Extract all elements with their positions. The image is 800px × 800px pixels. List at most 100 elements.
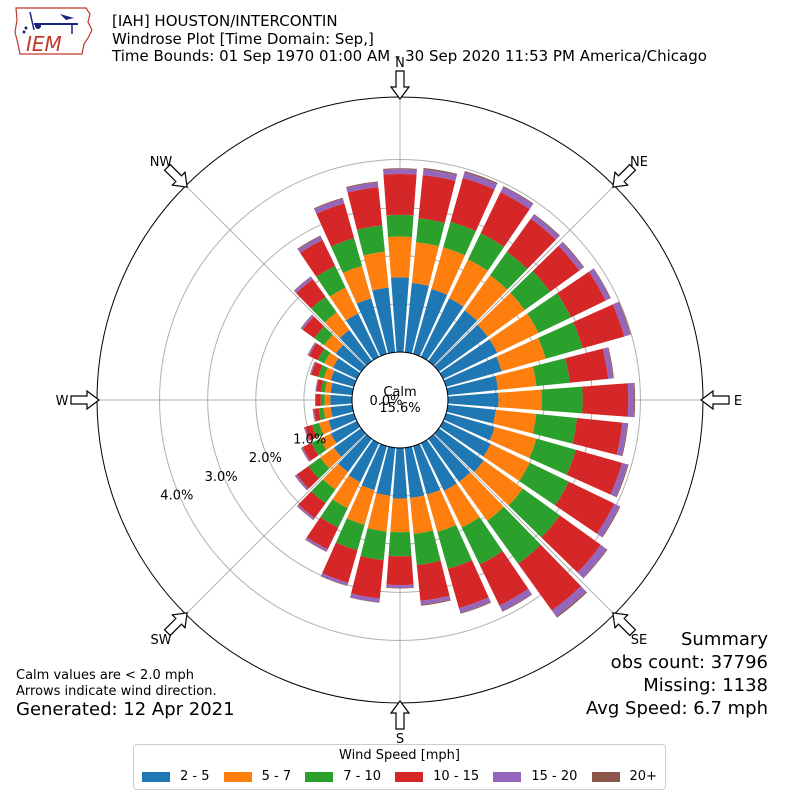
legend-label: 10 - 15	[433, 769, 480, 784]
bar-segment	[386, 587, 414, 589]
bar-segment	[349, 597, 380, 603]
bar-segment	[460, 601, 492, 614]
direction-label: E	[734, 394, 742, 409]
radial-tick-labels: 0.0% 1.0% 2.0% 3.0% 4.0%	[160, 394, 402, 504]
legend-swatch	[223, 771, 252, 782]
bar-segment	[431, 247, 466, 295]
grid-spoke	[185, 185, 367, 367]
bar-segment	[314, 326, 333, 346]
bar-segment	[306, 517, 339, 550]
bar-segment	[447, 560, 489, 609]
bar-segment	[621, 423, 629, 457]
bar-segment	[446, 375, 499, 396]
bar-segment	[541, 386, 583, 414]
bar-segment	[307, 342, 316, 356]
bar-segment	[320, 447, 342, 469]
bar-segment	[495, 366, 537, 391]
bar-segment	[305, 537, 328, 552]
direction-arrows	[70, 70, 730, 730]
legend-swatch	[493, 771, 522, 782]
bar-segment	[501, 593, 533, 612]
bar-segment	[508, 488, 560, 538]
direction-label: N	[395, 56, 405, 71]
bar-segment	[556, 591, 588, 618]
bar-segment	[420, 595, 451, 605]
bar-segment	[297, 504, 315, 520]
bar-segment	[329, 287, 359, 321]
bar-segment	[446, 404, 496, 424]
bar-segment	[518, 544, 582, 611]
windrose-bars	[293, 167, 636, 618]
calm-note: Calm values are < 2.0 mph	[16, 668, 195, 683]
bar-segment	[345, 313, 380, 361]
bar-segment	[305, 424, 317, 441]
bar-segment	[627, 382, 635, 418]
bar-segment	[320, 394, 325, 406]
bar-segment	[300, 314, 313, 329]
legend-label: 7 - 10	[343, 769, 382, 784]
bar-segment	[347, 187, 383, 230]
bar-segment	[383, 168, 417, 170]
bar-segment	[300, 314, 314, 330]
bar-segment	[323, 334, 344, 354]
bar-segment	[295, 474, 309, 491]
bar-segment	[339, 329, 372, 366]
legend-label: 15 - 20	[531, 769, 578, 784]
bar-segment	[324, 312, 350, 338]
bar-segment	[319, 420, 333, 435]
bar-segment	[318, 365, 328, 379]
bar-segment	[296, 466, 320, 489]
bar-segment	[499, 588, 532, 611]
bar-segment	[294, 276, 313, 294]
bar-segment	[464, 275, 508, 321]
bar-segment	[493, 409, 537, 434]
bar-segment	[459, 472, 504, 521]
bar-segment	[443, 221, 476, 256]
bar-segment	[293, 276, 312, 292]
bar-segment	[447, 392, 499, 408]
bar-segment	[468, 233, 505, 271]
bar-segment	[489, 426, 537, 459]
bar-segment	[309, 343, 325, 361]
bar-segment	[388, 236, 412, 278]
bar-segment	[303, 427, 310, 441]
bar-segment	[312, 408, 317, 422]
bar-segment	[360, 528, 387, 561]
bar-segment	[443, 483, 480, 528]
legend-swatch	[395, 771, 424, 782]
bar-segment	[330, 370, 357, 387]
bar-segment	[572, 417, 623, 455]
bar-segment	[320, 575, 348, 586]
bar-segment	[323, 367, 335, 381]
bar-segment	[376, 446, 396, 496]
direction-arrow-icon	[163, 612, 188, 637]
bar-segment	[541, 515, 601, 573]
bar-segment	[314, 198, 345, 214]
grid-spoke	[433, 185, 615, 367]
logo-text: IEM	[26, 32, 62, 56]
bar-segment	[311, 438, 327, 456]
bar-segment	[510, 270, 551, 311]
bar-segment	[557, 271, 606, 318]
bar-segment	[330, 382, 354, 396]
direction-label: SW	[150, 633, 171, 648]
legend-label: 2 - 5	[180, 769, 210, 784]
bar-segment	[316, 203, 355, 247]
summary-obs-count: obs count: 37796	[610, 652, 768, 673]
radial-tick-label: 4.0%	[160, 489, 193, 504]
bar-segment	[383, 169, 417, 175]
direction-arrow-icon	[70, 389, 100, 411]
bar-segment	[388, 531, 412, 557]
bar-segment	[305, 539, 327, 552]
bar-segment	[317, 348, 331, 364]
bar-segment	[464, 170, 498, 185]
bar-segment	[296, 505, 314, 521]
calm-value: 15.6%	[379, 401, 420, 416]
direction-label: SE	[631, 633, 647, 648]
bar-segment	[300, 447, 310, 462]
legend-item: 15 - 20	[493, 769, 577, 784]
bar-segment	[506, 218, 556, 270]
bar-segment	[383, 173, 417, 216]
bar-segment	[527, 293, 572, 334]
generated-date: Generated: 12 Apr 2021	[16, 699, 235, 720]
